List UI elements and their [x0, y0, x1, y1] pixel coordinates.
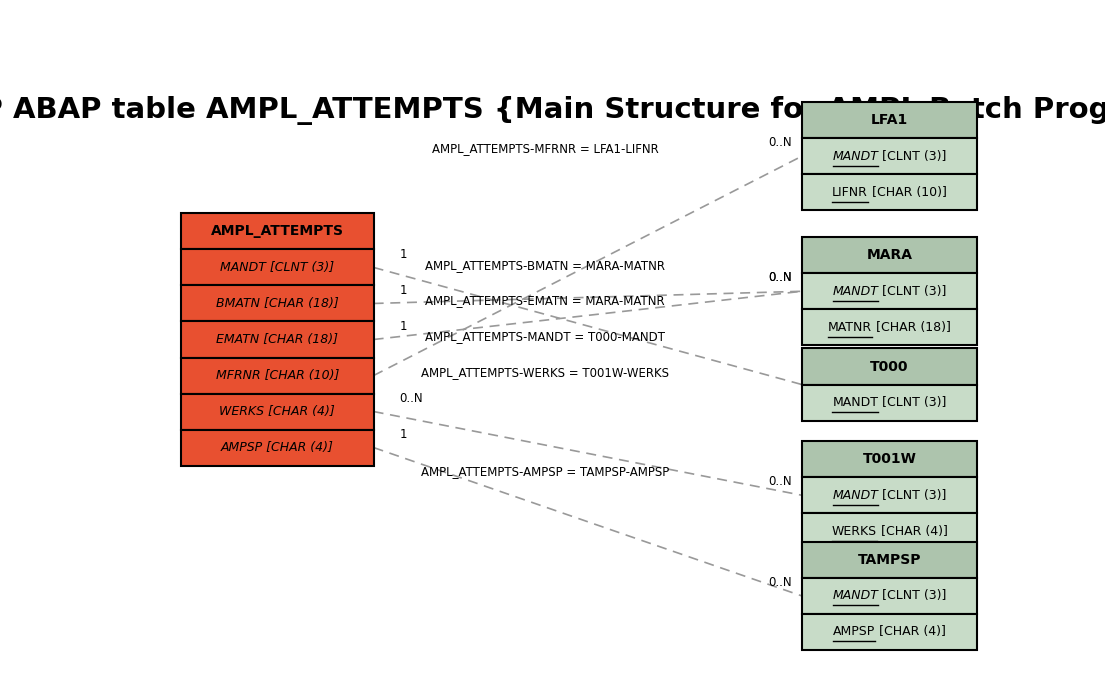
Bar	[802, 174, 978, 211]
Text: AMPL_ATTEMPTS-EMATN = MARA-MATNR: AMPL_ATTEMPTS-EMATN = MARA-MATNR	[425, 294, 665, 308]
Text: LFA1: LFA1	[871, 113, 908, 127]
Text: AMPL_ATTEMPTS: AMPL_ATTEMPTS	[211, 224, 344, 239]
Text: 0..N: 0..N	[768, 136, 791, 149]
Bar	[802, 138, 978, 174]
Bar	[181, 321, 373, 358]
Text: MARA: MARA	[866, 248, 913, 262]
Text: 0..N: 0..N	[768, 271, 791, 284]
Bar	[802, 349, 978, 385]
Bar	[181, 358, 373, 394]
Text: AMPSP: AMPSP	[833, 625, 875, 638]
Bar	[181, 429, 373, 466]
Text: [CLNT (3)]: [CLNT (3)]	[878, 590, 947, 603]
Text: AMPL_ATTEMPTS-AMPSP = TAMPSP-AMPSP: AMPL_ATTEMPTS-AMPSP = TAMPSP-AMPSP	[421, 466, 669, 478]
Text: 0..N: 0..N	[768, 271, 791, 284]
Text: SAP ABAP table AMPL_ATTEMPTS {Main Structure for AMPL Batch Program}: SAP ABAP table AMPL_ATTEMPTS {Main Struc…	[0, 96, 1105, 125]
Text: AMPL_ATTEMPTS-WERKS = T001W-WERKS: AMPL_ATTEMPTS-WERKS = T001W-WERKS	[421, 367, 669, 379]
Text: [CLNT (3)]: [CLNT (3)]	[878, 150, 947, 162]
Text: MANDT: MANDT	[832, 396, 878, 409]
Bar	[802, 385, 978, 420]
Text: 1: 1	[399, 248, 407, 261]
Text: MANDT: MANDT	[832, 590, 878, 603]
Text: AMPL_ATTEMPTS-BMATN = MARA-MATNR: AMPL_ATTEMPTS-BMATN = MARA-MATNR	[425, 259, 665, 272]
Text: MANDT: MANDT	[832, 285, 878, 298]
Text: [CLNT (3)]: [CLNT (3)]	[878, 396, 947, 409]
Bar	[802, 578, 978, 614]
Bar	[802, 614, 978, 650]
Text: AMPSP [CHAR (4)]: AMPSP [CHAR (4)]	[221, 441, 334, 454]
Bar	[802, 102, 978, 138]
Text: MANDT [CLNT (3)]: MANDT [CLNT (3)]	[220, 261, 335, 274]
Bar	[181, 286, 373, 321]
Text: T001W: T001W	[863, 452, 916, 466]
Bar	[181, 394, 373, 429]
Text: MANDT: MANDT	[832, 150, 878, 162]
Text: MANDT: MANDT	[832, 488, 878, 502]
Text: TAMPSP: TAMPSP	[857, 553, 922, 567]
Text: 0..N: 0..N	[399, 391, 423, 405]
Bar	[802, 441, 978, 477]
Text: BMATN [CHAR (18)]: BMATN [CHAR (18)]	[215, 297, 338, 310]
Text: 1: 1	[399, 283, 407, 297]
Text: MFRNR [CHAR (10)]: MFRNR [CHAR (10)]	[215, 369, 339, 382]
Text: [CHAR (4)]: [CHAR (4)]	[876, 525, 948, 538]
Text: LIFNR: LIFNR	[832, 186, 869, 199]
Text: AMPL_ATTEMPTS-MANDT = T000-MANDT: AMPL_ATTEMPTS-MANDT = T000-MANDT	[425, 330, 665, 343]
Text: WERKS: WERKS	[832, 525, 876, 538]
Text: [CHAR (10)]: [CHAR (10)]	[869, 186, 947, 199]
Text: [CHAR (4)]: [CHAR (4)]	[875, 625, 946, 638]
Text: [CLNT (3)]: [CLNT (3)]	[878, 488, 947, 502]
Text: [CLNT (3)]: [CLNT (3)]	[878, 285, 947, 298]
Bar	[802, 477, 978, 513]
Text: T000: T000	[871, 360, 908, 374]
Bar	[802, 542, 978, 578]
Text: AMPL_ATTEMPTS-MFRNR = LFA1-LIFNR: AMPL_ATTEMPTS-MFRNR = LFA1-LIFNR	[432, 142, 659, 155]
Bar	[802, 310, 978, 345]
Bar	[802, 513, 978, 549]
Text: 1: 1	[399, 320, 407, 332]
Text: 0..N: 0..N	[768, 576, 791, 589]
Text: EMATN [CHAR (18)]: EMATN [CHAR (18)]	[217, 333, 338, 346]
Text: WERKS [CHAR (4)]: WERKS [CHAR (4)]	[220, 405, 335, 418]
Bar	[181, 213, 373, 250]
Bar	[802, 237, 978, 273]
Bar	[181, 250, 373, 286]
Bar	[802, 273, 978, 310]
Text: 0..N: 0..N	[768, 475, 791, 488]
Text: 1: 1	[399, 428, 407, 441]
Text: MATNR: MATNR	[828, 321, 872, 334]
Text: [CHAR (18)]: [CHAR (18)]	[872, 321, 951, 334]
